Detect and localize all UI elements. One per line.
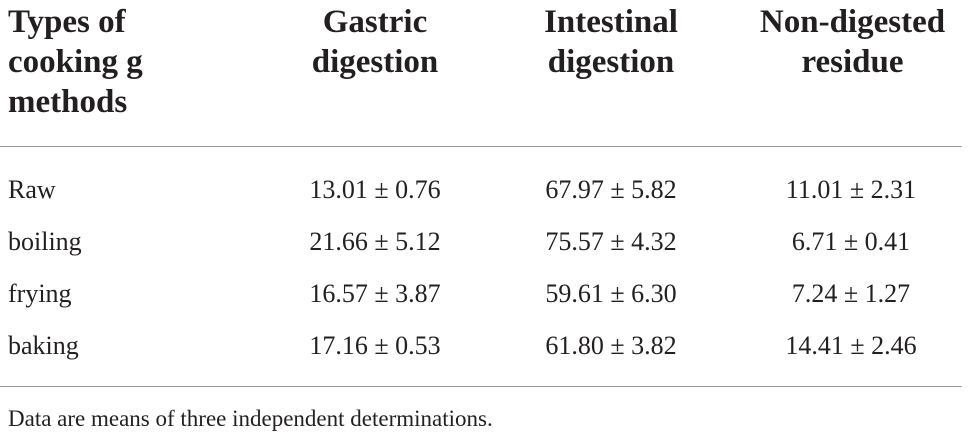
cell: 21.66 ± 5.12	[309, 227, 441, 256]
row-label: Raw	[8, 175, 56, 204]
row-label: frying	[8, 279, 72, 308]
footnote: Data are means of three independent dete…	[8, 406, 493, 431]
header-rule	[0, 146, 962, 147]
cell: 11.01 ± 2.31	[785, 175, 917, 204]
column-header: Gastric digestion	[311, 4, 439, 80]
cell: 59.61 ± 6.30	[545, 279, 677, 308]
cell: 16.57 ± 3.87	[309, 279, 441, 308]
row-label: baking	[8, 331, 79, 360]
cell: 6.71 ± 0.41	[791, 227, 911, 256]
column-header: Intestinal digestion	[544, 4, 678, 80]
cell: 67.97 ± 5.82	[545, 175, 677, 204]
column-header: Types of cooking g methods	[8, 4, 143, 120]
cell: 7.24 ± 1.27	[791, 279, 911, 308]
cell: 17.16 ± 0.53	[309, 331, 441, 360]
cell: 75.57 ± 4.32	[545, 227, 677, 256]
cell: 13.01 ± 0.76	[309, 175, 441, 204]
bottom-rule	[0, 386, 962, 387]
cell: 61.80 ± 3.82	[545, 331, 677, 360]
column-header: Non-digested residue	[759, 4, 946, 80]
row-label: boiling	[8, 227, 82, 256]
cell: 14.41 ± 2.46	[785, 331, 917, 360]
